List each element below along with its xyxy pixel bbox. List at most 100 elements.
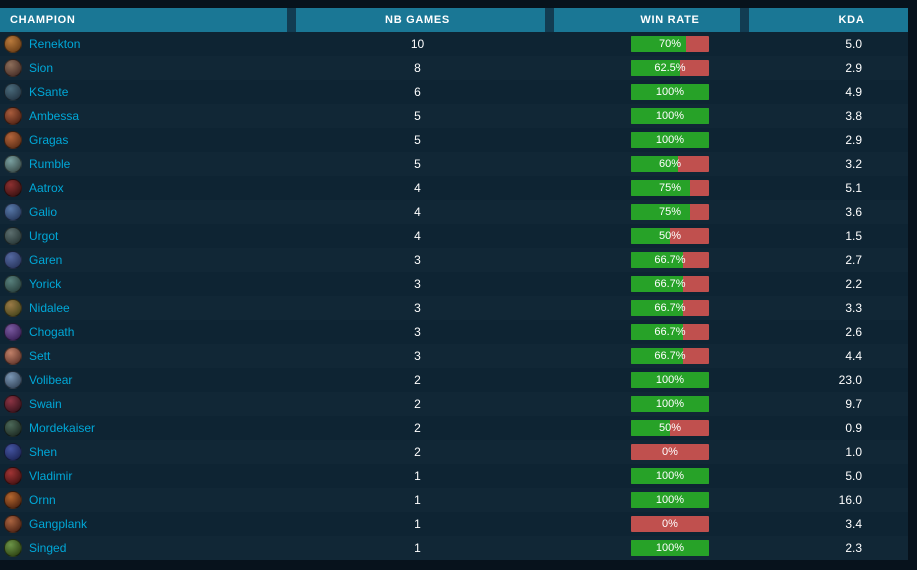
winrate-cell: 75% <box>545 180 795 196</box>
table-row[interactable]: Nidalee 3 66.7% 3.3 <box>0 296 908 320</box>
galio-icon <box>4 203 22 221</box>
champion-cell: Sett <box>0 347 290 365</box>
kda-value: 16.0 <box>838 493 862 507</box>
table-row[interactable]: Gragas 5 100% 2.9 <box>0 128 908 152</box>
rumble-icon <box>4 155 22 173</box>
winrate-label: 50% <box>658 230 682 242</box>
champion-name-link[interactable]: Volibear <box>29 373 73 387</box>
winrate-bar: 100% <box>631 396 709 412</box>
kda-value: 2.9 <box>845 133 862 147</box>
table-row[interactable]: Chogath 3 66.7% 2.6 <box>0 320 908 344</box>
champion-name-link[interactable]: Chogath <box>29 325 75 339</box>
table-row[interactable]: Shen 2 0% 1.0 <box>0 440 908 464</box>
winrate-bar: 70% <box>631 36 709 52</box>
table-row[interactable]: KSante 6 100% 4.9 <box>0 80 908 104</box>
games-count: 3 <box>414 349 421 363</box>
kda-value: 2.6 <box>845 325 862 339</box>
table-row[interactable]: Mordekaiser 2 50% 0.9 <box>0 416 908 440</box>
champion-name-link[interactable]: Shen <box>29 445 58 459</box>
column-header-champion[interactable]: CHAMPION <box>10 14 76 26</box>
champion-name-link[interactable]: Swain <box>29 397 62 411</box>
games-count: 2 <box>414 445 421 459</box>
table-row[interactable]: Urgot 4 50% 1.5 <box>0 224 908 248</box>
winrate-bar: 50% <box>631 228 709 244</box>
kda-value: 5.1 <box>845 181 862 195</box>
champion-name-link[interactable]: Sett <box>29 349 51 363</box>
winrate-label: 66.7% <box>654 326 686 338</box>
table-row[interactable]: Ornn 1 100% 16.0 <box>0 488 908 512</box>
games-count: 1 <box>414 517 421 531</box>
table-row[interactable]: Sett 3 66.7% 4.4 <box>0 344 908 368</box>
champion-name-link[interactable]: Mordekaiser <box>29 421 96 435</box>
kda-value: 2.2 <box>845 277 862 291</box>
table-row[interactable]: Swain 2 100% 9.7 <box>0 392 908 416</box>
table-row[interactable]: Vladimir 1 100% 5.0 <box>0 464 908 488</box>
champion-stats-table: CHAMPION NB GAMES WIN RATE KDA Renekton … <box>0 8 908 560</box>
kda-value: 2.3 <box>845 541 862 555</box>
champion-name-link[interactable]: Galio <box>29 205 58 219</box>
table-row[interactable]: Renekton 10 70% 5.0 <box>0 32 908 56</box>
champion-name-link[interactable]: Aatrox <box>29 181 64 195</box>
winrate-label: 75% <box>658 206 682 218</box>
champion-name-link[interactable]: Gragas <box>29 133 69 147</box>
table-row[interactable]: Gangplank 1 0% 3.4 <box>0 512 908 536</box>
champion-name-link[interactable]: Sion <box>29 61 54 75</box>
champion-name-link[interactable]: Ambessa <box>29 109 80 123</box>
winrate-label: 100% <box>655 110 685 122</box>
champion-cell: Galio <box>0 203 290 221</box>
kda-value: 3.4 <box>845 517 862 531</box>
games-count: 3 <box>414 325 421 339</box>
champion-cell: Swain <box>0 395 290 413</box>
column-header-nb-games[interactable]: NB GAMES <box>385 14 450 26</box>
table-row[interactable]: Aatrox 4 75% 5.1 <box>0 176 908 200</box>
winrate-bar-win-fill <box>631 108 709 124</box>
champion-name-link[interactable]: Yorick <box>29 277 62 291</box>
table-row[interactable]: Garen 3 66.7% 2.7 <box>0 248 908 272</box>
winrate-bar: 100% <box>631 372 709 388</box>
winrate-label: 66.7% <box>654 302 686 314</box>
winrate-bar: 66.7% <box>631 276 709 292</box>
table-row[interactable]: Volibear 2 100% 23.0 <box>0 368 908 392</box>
winrate-bar-win-fill <box>631 492 709 508</box>
column-header-kda[interactable]: KDA <box>838 14 865 26</box>
column-header-win-rate[interactable]: WIN RATE <box>640 14 700 26</box>
winrate-label: 0% <box>662 518 678 530</box>
champion-name-link[interactable]: Renekton <box>29 37 81 51</box>
winrate-label: 100% <box>655 134 685 146</box>
winrate-label: 50% <box>658 422 682 434</box>
champion-name-link[interactable]: Urgot <box>29 229 59 243</box>
winrate-cell: 100% <box>545 540 795 556</box>
games-count: 8 <box>414 61 421 75</box>
winrate-label: 100% <box>655 494 685 506</box>
kda-value: 2.7 <box>845 253 862 267</box>
champion-name-link[interactable]: Gangplank <box>29 517 88 531</box>
table-row[interactable]: Singed 1 100% 2.3 <box>0 536 908 560</box>
champion-name-link[interactable]: Garen <box>29 253 63 267</box>
header-divider <box>740 8 749 32</box>
champion-name-link[interactable]: Singed <box>29 541 67 555</box>
winrate-bar-win-fill <box>631 228 670 244</box>
kda-value: 3.8 <box>845 109 862 123</box>
aatrox-icon <box>4 179 22 197</box>
winrate-cell: 0% <box>545 444 795 460</box>
winrate-label: 75% <box>658 182 682 194</box>
winrate-cell: 50% <box>545 228 795 244</box>
champion-name-link[interactable]: Rumble <box>29 157 71 171</box>
champion-name-link[interactable]: Ornn <box>29 493 56 507</box>
table-row[interactable]: Ambessa 5 100% 3.8 <box>0 104 908 128</box>
winrate-bar: 66.7% <box>631 300 709 316</box>
table-row[interactable]: Rumble 5 60% 3.2 <box>0 152 908 176</box>
champion-cell: Chogath <box>0 323 290 341</box>
champion-cell: Volibear <box>0 371 290 389</box>
champion-cell: Rumble <box>0 155 290 173</box>
games-count: 2 <box>414 397 421 411</box>
table-row[interactable]: Galio 4 75% 3.6 <box>0 200 908 224</box>
champion-name-link[interactable]: KSante <box>29 85 69 99</box>
champion-name-link[interactable]: Vladimir <box>29 469 73 483</box>
renekton-icon <box>4 35 22 53</box>
champion-name-link[interactable]: Nidalee <box>29 301 70 315</box>
table-row[interactable]: Sion 8 62.5% 2.9 <box>0 56 908 80</box>
kda-value: 1.5 <box>845 229 862 243</box>
winrate-bar-win-fill <box>631 540 709 556</box>
table-row[interactable]: Yorick 3 66.7% 2.2 <box>0 272 908 296</box>
